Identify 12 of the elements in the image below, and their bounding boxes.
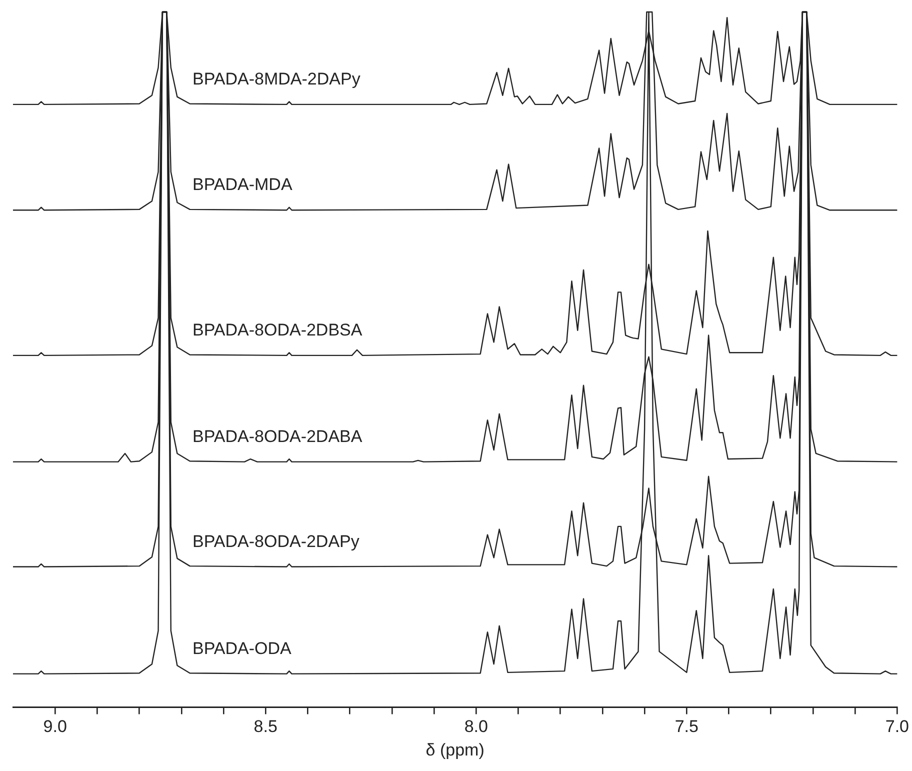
x-axis-title: δ (ppm) bbox=[426, 740, 484, 760]
series-label: BPADA-8ODA-2DAPy bbox=[192, 532, 360, 551]
series-label: BPADA-8ODA-2DBSA bbox=[192, 320, 363, 340]
x-tick-label: 8.5 bbox=[254, 717, 278, 736]
x-tick-label: 9.0 bbox=[43, 717, 67, 736]
series-label: BPADA-MDA bbox=[192, 175, 293, 194]
series-label: BPADA-ODA bbox=[192, 638, 292, 658]
series-label: BPADA-8MDA-2DAPy bbox=[192, 69, 361, 88]
x-tick-label: 7.0 bbox=[885, 717, 910, 736]
x-tick-label: 8.0 bbox=[464, 717, 488, 736]
x-tick-label: 7.5 bbox=[674, 717, 698, 736]
series-label: BPADA-8ODA-2DABA bbox=[192, 426, 363, 446]
